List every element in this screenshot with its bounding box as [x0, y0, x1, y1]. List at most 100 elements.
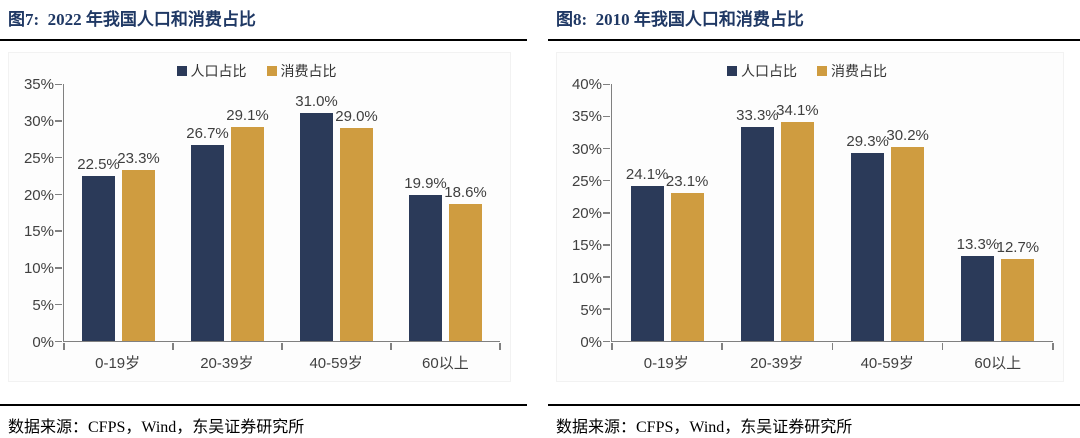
y-tick-label: 15%: [23, 223, 54, 241]
category-group: 31.0% 29.0%: [282, 84, 391, 341]
bar: [961, 255, 995, 341]
bar-value-label: 29.1%: [226, 107, 269, 125]
title-divider: [0, 39, 527, 41]
category-group: 33.3% 34.1%: [722, 84, 832, 341]
x-tick-label: 60以上: [422, 355, 469, 372]
y-tick-label: 35%: [571, 108, 602, 126]
bar-value-label: 34.1%: [776, 101, 819, 119]
chart-panel-left: 图7: 2022 年我国人口和消费占比 人口占比 消费占比 0% 5% 10% 15% 2…: [0, 0, 527, 438]
bar: [191, 144, 224, 341]
y-tickmark: [603, 147, 610, 150]
bar: [851, 152, 885, 341]
bar-wrap: 12.7%: [997, 84, 1039, 341]
x-tickmark: [63, 343, 65, 350]
bar: [630, 186, 664, 341]
bar-wrap: 30.2%: [886, 84, 929, 341]
y-tick-label: 5%: [32, 297, 54, 315]
x-tickmark: [721, 343, 723, 350]
x-tick-label: 20-39岁: [750, 355, 804, 372]
figure-title: 图8: 2010 年我国人口和消费占比: [556, 10, 804, 29]
category-group: 26.7% 29.1%: [173, 84, 282, 341]
plot-row: 0% 5% 10% 15% 20% 25% 30% 35% 40% 24.1% 23.1% 33.3…: [561, 76, 1054, 351]
bar: [449, 204, 482, 341]
source-divider: [0, 404, 527, 406]
x-tick-label: 20-39岁: [200, 355, 254, 372]
y-tickmark: [603, 244, 610, 246]
y-tick-label: 35%: [23, 76, 54, 93]
x-tick-label: 0-19岁: [95, 355, 141, 372]
source-text: 数据来源：CFPS，Wind，东吴证券研究所: [8, 419, 305, 436]
category-group: 29.3% 30.2%: [833, 84, 943, 341]
y-tick-label: 10%: [571, 269, 602, 287]
y-tick-label: 40%: [571, 76, 602, 93]
y-tickmark: [55, 303, 62, 306]
figure-title: 图7: 2022 年我国人口和消费占比: [8, 10, 256, 29]
legend-label: 消费占比: [831, 63, 887, 79]
plot-row: 0% 5% 10% 15% 20% 25% 30% 35% 22.5% 23.3% 26.7% 29…: [13, 76, 501, 351]
legend-label: 消费占比: [280, 63, 337, 79]
y-tickmark: [603, 340, 610, 342]
y-tick-label: 10%: [23, 260, 54, 278]
y-tick-label: 30%: [571, 140, 602, 158]
x-tickmark: [941, 343, 944, 350]
y-tick-label: 25%: [23, 149, 54, 167]
bar-wrap: 19.9%: [404, 84, 447, 341]
legend-item: 人口占比: [176, 61, 247, 81]
y-tickmark: [603, 179, 610, 182]
bar-value-label: 26.7%: [186, 124, 229, 142]
plot-area: 22.5% 23.3% 26.7% 29.1% 31.0% 29.0% 19.9% 18.6%: [55, 83, 501, 350]
category-group: 24.1% 23.1%: [612, 84, 722, 341]
x-tickmark: [499, 343, 501, 350]
chart-frame: 人口占比 消费占比 0% 5% 10% 15% 20% 25% 30% 35% 22.5% 23.…: [8, 52, 511, 382]
x-tickmark: [611, 343, 613, 350]
bar-value-label: 12.7%: [996, 239, 1040, 257]
x-axis-labels: 0-19岁 20-39岁 40-59岁 60以上: [611, 342, 1053, 373]
y-tickmark: [603, 83, 610, 85]
category-group: 19.9% 18.6%: [391, 84, 500, 341]
y-tick-label: 20%: [571, 205, 602, 222]
category-group: 22.5% 23.3%: [64, 84, 173, 341]
legend-swatch-icon: [727, 66, 737, 76]
bar: [891, 146, 925, 341]
source-text: 数据来源：CFPS，Wind，东吴证券研究所: [556, 419, 853, 436]
bar-value-label: 29.3%: [846, 132, 889, 150]
bar-value-label: 23.1%: [665, 172, 709, 190]
bar-wrap: 31.0%: [295, 84, 338, 341]
bar-value-label: 33.3%: [736, 107, 779, 125]
legend-swatch-icon: [817, 66, 827, 76]
x-tickmark: [831, 343, 833, 350]
x-tickmark: [1052, 343, 1054, 350]
bar-wrap: 23.3%: [117, 84, 160, 341]
y-tick-label: 30%: [23, 112, 54, 130]
y-tickmark: [55, 267, 62, 269]
y-tick-label: 15%: [571, 237, 602, 255]
y-tickmark: [55, 230, 62, 232]
x-tickmark: [281, 343, 283, 350]
bar: [231, 127, 264, 341]
bar-wrap: 22.5%: [77, 84, 120, 341]
y-axis: 0% 5% 10% 15% 20% 25% 30% 35% 40%: [561, 76, 611, 351]
legend-item: 消费占比: [817, 61, 887, 81]
bar-value-label: 31.0%: [295, 93, 338, 111]
bar: [82, 175, 115, 341]
bar-wrap: 23.1%: [666, 84, 708, 341]
y-tickmark: [55, 340, 62, 342]
y-tick-label: 5%: [580, 301, 602, 319]
bar: [740, 127, 774, 341]
bar-value-label: 23.3%: [117, 149, 160, 167]
bar-value-label: 30.2%: [886, 126, 929, 144]
x-tick-label: 40-59岁: [309, 355, 363, 372]
x-tick-label: 0-19岁: [643, 355, 689, 372]
bar-wrap: 24.1%: [626, 84, 668, 341]
bar-value-label: 29.0%: [335, 108, 378, 126]
y-tick-label: 0%: [580, 334, 602, 351]
legend-swatch-icon: [176, 66, 187, 76]
legend-label: 人口占比: [190, 63, 247, 79]
legend-item: 人口占比: [727, 61, 797, 81]
bar: [1001, 259, 1035, 341]
bar-value-label: 19.9%: [404, 174, 447, 192]
bar-wrap: 13.3%: [957, 84, 999, 341]
chart-frame: 人口占比 消费占比 0% 5% 10% 15% 20% 25% 30% 35% 40% 24.1%…: [556, 52, 1064, 382]
chart-panel-right: 图8: 2010 年我国人口和消费占比 人口占比 消费占比 0% 5% 10% 15% 2…: [548, 0, 1080, 438]
